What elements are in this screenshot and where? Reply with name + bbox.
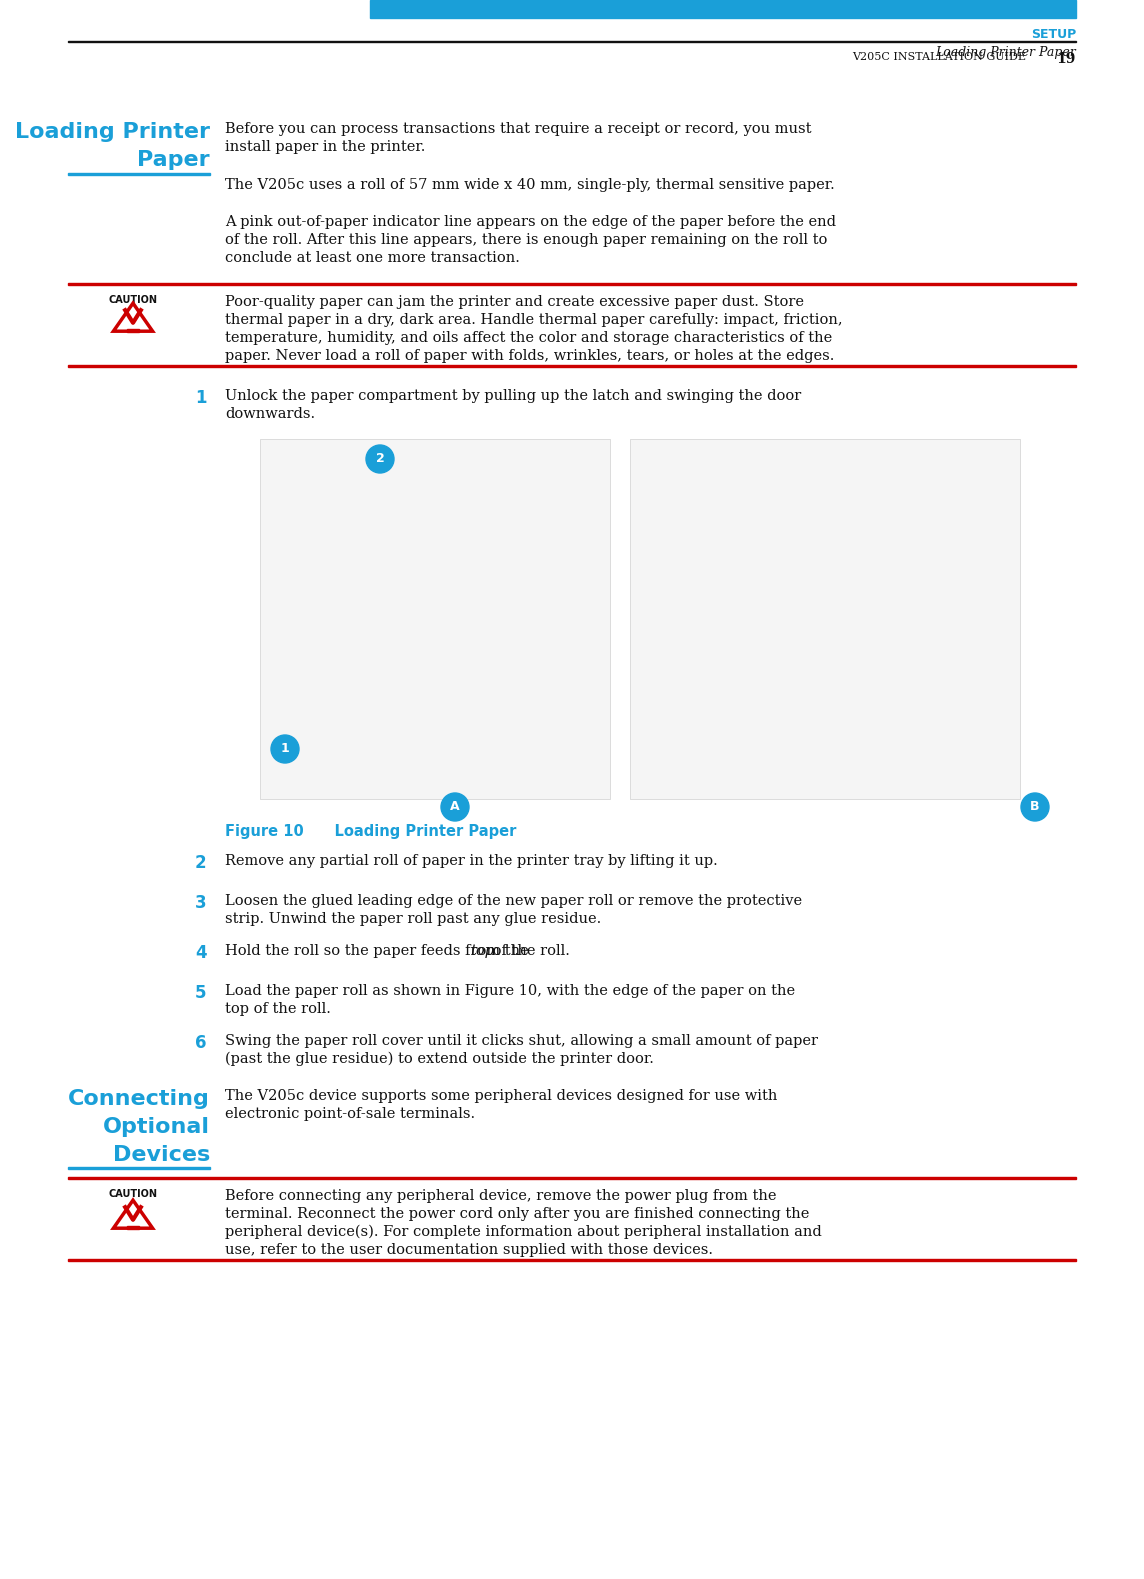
Text: thermal paper in a dry, dark area. Handle thermal paper carefully: impact, frict: thermal paper in a dry, dark area. Handl… [225,313,843,327]
FancyBboxPatch shape [260,439,610,799]
Text: SETUP: SETUP [1031,28,1077,41]
Text: A: A [451,801,460,813]
Text: (past the glue residue) to extend outside the printer door.: (past the glue residue) to extend outsid… [225,1052,654,1066]
Text: 19: 19 [1057,52,1077,66]
Text: top of the roll.: top of the roll. [225,1003,331,1015]
Text: 1: 1 [280,742,289,755]
Text: electronic point-of-sale terminals.: electronic point-of-sale terminals. [225,1107,475,1121]
Text: install paper in the printer.: install paper in the printer. [225,141,426,155]
Bar [67,365,1077,366]
Text: Optional: Optional [103,1116,210,1137]
Circle shape [440,793,469,821]
Text: temperature, humidity, and oils affect the color and storage characteristics of : temperature, humidity, and oils affect t… [225,332,832,344]
Circle shape [366,445,394,474]
Text: Before connecting any peripheral device, remove the power plug from the: Before connecting any peripheral device,… [225,1189,777,1203]
Text: Load the paper roll as shown in Figure 10, with the edge of the paper on the: Load the paper roll as shown in Figure 1… [225,984,795,998]
Circle shape [1020,793,1049,821]
Text: 6: 6 [194,1034,207,1052]
Bar [127,328,138,332]
Text: Hold the roll so the paper feeds from the: Hold the roll so the paper feeds from th… [225,944,533,958]
Text: B: B [1031,801,1040,813]
Text: conclude at least one more transaction.: conclude at least one more transaction. [225,251,519,265]
Text: 5: 5 [194,984,207,1003]
Bar [67,283,1077,284]
Circle shape [271,734,299,763]
Text: top: top [470,944,494,958]
Text: The V205c device supports some peripheral devices designed for use with: The V205c device supports some periphera… [225,1090,778,1104]
Text: Swing the paper roll cover until it clicks shut, allowing a small amount of pape: Swing the paper roll cover until it clic… [225,1034,818,1048]
Text: V205C INSTALLATION GUIDE: V205C INSTALLATION GUIDE [852,52,1026,62]
Text: strip. Unwind the paper roll past any glue residue.: strip. Unwind the paper roll past any gl… [225,913,602,925]
Text: CAUTION: CAUTION [109,295,158,305]
FancyBboxPatch shape [630,439,1020,799]
Text: use, refer to the user documentation supplied with those devices.: use, refer to the user documentation sup… [225,1243,713,1257]
Text: Devices: Devices [113,1145,210,1165]
Text: The V205c uses a roll of 57 mm wide x 40 mm, single-ply, thermal sensitive paper: The V205c uses a roll of 57 mm wide x 40… [225,178,835,193]
Text: Paper: Paper [137,150,210,171]
Bar [67,1258,1077,1262]
Text: of the roll. After this line appears, there is enough paper remaining on the rol: of the roll. After this line appears, th… [225,234,827,246]
Bar [67,172,210,175]
Text: 1: 1 [194,388,207,407]
Bar [67,1167,210,1168]
Text: A pink out-of-paper indicator line appears on the edge of the paper before the e: A pink out-of-paper indicator line appea… [225,215,836,229]
Text: CAUTION: CAUTION [109,1189,158,1198]
Text: Connecting: Connecting [69,1090,210,1108]
Text: Loading Printer: Loading Printer [15,122,210,142]
Bar [370,0,1077,17]
Text: Before you can process transactions that require a receipt or record, you must: Before you can process transactions that… [225,122,811,136]
Text: 3: 3 [194,894,207,913]
Text: 4: 4 [194,944,207,962]
Text: Loosen the glued leading edge of the new paper roll or remove the protective: Loosen the glued leading edge of the new… [225,894,802,908]
Text: terminal. Reconnect the power cord only after you are finished connecting the: terminal. Reconnect the power cord only … [225,1206,809,1221]
Polygon shape [113,1200,152,1228]
Text: paper. Never load a roll of paper with folds, wrinkles, tears, or holes at the e: paper. Never load a roll of paper with f… [225,349,834,363]
Text: Remove any partial roll of paper in the printer tray by lifting it up.: Remove any partial roll of paper in the … [225,854,717,868]
Text: of the roll.: of the roll. [488,944,570,958]
Text: Unlock the paper compartment by pulling up the latch and swinging the door: Unlock the paper compartment by pulling … [225,388,801,403]
Text: Poor-quality paper can jam the printer and create excessive paper dust. Store: Poor-quality paper can jam the printer a… [225,295,804,309]
Text: Figure 10      Loading Printer Paper: Figure 10 Loading Printer Paper [225,824,516,838]
Text: Loading Printer Paper: Loading Printer Paper [936,46,1077,58]
Polygon shape [113,303,152,332]
Text: 2: 2 [194,854,207,872]
Bar [127,1225,138,1228]
Text: 2: 2 [375,453,384,466]
Text: peripheral device(s). For complete information about peripheral installation and: peripheral device(s). For complete infor… [225,1225,821,1240]
Text: downwards.: downwards. [225,407,315,422]
Bar [67,1176,1077,1180]
